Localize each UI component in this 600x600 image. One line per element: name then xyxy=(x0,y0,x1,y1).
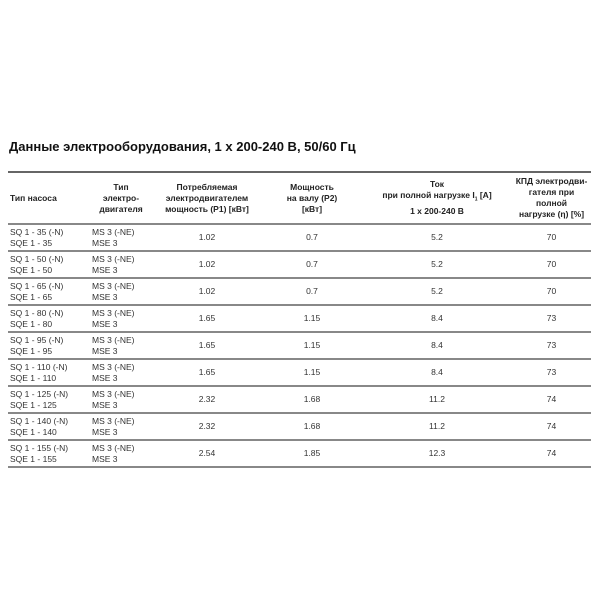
header-efficiency: КПД электродви-гателя при полной нагрузке… xyxy=(515,176,588,219)
p2-value: 1.68 xyxy=(303,421,321,431)
p1-value: 2.54 xyxy=(198,448,216,458)
current-value: 8.4 xyxy=(431,340,443,350)
motor-type: MS 3 (-NE) MSE 3 xyxy=(92,280,135,302)
current-value: 11.2 xyxy=(429,421,445,431)
header-current: Ток при полной нагрузке I1 [A] 1 x 200-240… xyxy=(382,179,492,216)
table-row: SQ 1 - 95 (-N) SQE 1 - 95 MS 3 (-NE) MSE 3… xyxy=(8,332,591,359)
efficiency-value: 70 xyxy=(546,232,557,242)
p2-value: 1.68 xyxy=(303,394,321,404)
p2-value: 0.7 xyxy=(306,232,318,242)
table-row: SQ 1 - 155 (-N) SQE 1 - 155 MS 3 (-NE) MSE… xyxy=(8,440,591,467)
p2-value: 1.85 xyxy=(303,448,321,458)
current-value: 5.2 xyxy=(431,286,443,296)
p2-value: 1.15 xyxy=(303,340,321,350)
p2-value: 0.7 xyxy=(306,286,318,296)
motor-type: MS 3 (-NE) MSE 3 xyxy=(92,442,135,464)
efficiency-value: 73 xyxy=(546,340,557,350)
efficiency-value: 74 xyxy=(546,421,557,431)
motor-type: MS 3 (-NE) MSE 3 xyxy=(92,226,135,248)
motor-type: MS 3 (-NE) MSE 3 xyxy=(92,307,135,329)
current-value: 5.2 xyxy=(431,259,443,269)
pump-type: SQ 1 - 35 (-N) SQE 1 - 35 xyxy=(10,226,64,248)
p1-value: 1.02 xyxy=(198,286,216,296)
p2-value: 0.7 xyxy=(306,259,318,269)
p1-value: 1.65 xyxy=(198,340,216,350)
p2-value: 1.15 xyxy=(303,367,321,377)
motor-type: MS 3 (-NE) MSE 3 xyxy=(92,361,135,383)
efficiency-value: 70 xyxy=(546,286,557,296)
p1-value: 1.65 xyxy=(198,313,216,323)
table-row: SQ 1 - 35 (-N) SQE 1 - 35 MS 3 (-NE) MSE 3… xyxy=(8,224,591,251)
table-row: SQ 1 - 65 (-N) SQE 1 - 65 MS 3 (-NE) MSE 3… xyxy=(8,278,591,305)
efficiency-value: 74 xyxy=(546,448,557,458)
pump-type: SQ 1 - 50 (-N) SQE 1 - 50 xyxy=(10,253,64,275)
current-value: 12.3 xyxy=(428,448,446,458)
header-row: Тип насоса Тип электро-двигателя Потребля… xyxy=(8,172,591,224)
header-p2: Мощность на валу (P2) [кВт] xyxy=(286,181,338,214)
pump-type: SQ 1 - 80 (-N) SQE 1 - 80 xyxy=(10,307,64,329)
current-value: 8.4 xyxy=(431,367,443,377)
page-title: Данные электрооборудования, 1 x 200-240 … xyxy=(9,139,356,154)
pump-type: SQ 1 - 95 (-N) SQE 1 - 95 xyxy=(10,334,64,356)
motor-type: MS 3 (-NE) MSE 3 xyxy=(92,415,135,437)
table-row: SQ 1 - 110 (-N) SQE 1 - 110 MS 3 (-NE) MSE… xyxy=(8,359,591,386)
current-value: 8.4 xyxy=(431,313,443,323)
motor-type: MS 3 (-NE) MSE 3 xyxy=(92,253,135,275)
table-row: SQ 1 - 125 (-N) SQE 1 - 125 MS 3 (-NE) MSE… xyxy=(8,386,591,413)
table-row: SQ 1 - 80 (-N) SQE 1 - 80 MS 3 (-NE) MSE 3… xyxy=(8,305,591,332)
pump-type: SQ 1 - 110 (-N) SQE 1 - 110 xyxy=(10,361,68,383)
p1-value: 1.02 xyxy=(198,259,216,269)
pump-type: SQ 1 - 155 (-N) SQE 1 - 155 xyxy=(10,442,69,464)
p1-value: 1.65 xyxy=(198,367,216,377)
pump-type: SQ 1 - 140 (-N) SQE 1 - 140 xyxy=(10,415,69,437)
efficiency-value: 74 xyxy=(546,394,557,404)
table-row: SQ 1 - 50 (-N) SQE 1 - 50 MS 3 (-NE) MSE 3… xyxy=(8,251,591,278)
efficiency-value: 73 xyxy=(546,367,557,377)
motor-type: MS 3 (-NE) MSE 3 xyxy=(92,334,135,356)
header-motor-type: Тип электро-двигателя xyxy=(99,181,143,214)
electrical-data-table: Тип насоса Тип электро-двигателя Потребля… xyxy=(8,171,591,468)
table-row: SQ 1 - 140 (-N) SQE 1 - 140 MS 3 (-NE) MSE… xyxy=(8,413,591,440)
pump-type: SQ 1 - 65 (-N) SQE 1 - 65 xyxy=(10,280,64,302)
efficiency-value: 70 xyxy=(546,259,557,269)
p1-value: 2.32 xyxy=(198,421,216,431)
current-value: 5.2 xyxy=(431,232,443,242)
motor-type: MS 3 (-NE) MSE 3 xyxy=(92,388,135,410)
p2-value: 1.15 xyxy=(303,313,321,323)
efficiency-value: 73 xyxy=(546,313,557,323)
header-pump-type: Тип насоса xyxy=(10,192,57,203)
p1-value: 1.02 xyxy=(198,232,216,242)
p1-value: 2.32 xyxy=(198,394,216,404)
header-p1: Потребляемая электродвигателем мощность (P… xyxy=(165,181,249,214)
pump-type: SQ 1 - 125 (-N) SQE 1 - 125 xyxy=(10,388,69,410)
current-value: 11.2 xyxy=(429,394,445,404)
